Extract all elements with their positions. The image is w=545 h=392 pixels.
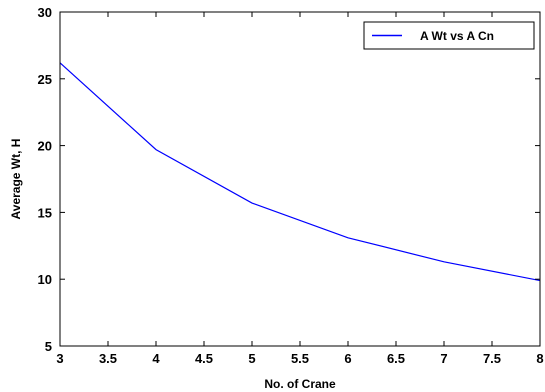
y-tick-label-0: 5: [45, 339, 52, 354]
x-tick-label-3: 4.5: [195, 351, 213, 366]
y-tick-label-3: 20: [38, 139, 52, 154]
x-tick-label-7: 6.5: [387, 351, 405, 366]
plot-frame: [59, 11, 541, 347]
x-tick-label-10: 8: [536, 351, 543, 366]
legend: A Wt vs A Cn: [363, 21, 535, 50]
x-tick-label-4: 5: [248, 351, 255, 366]
legend-entry-label: A Wt vs A Cn: [420, 29, 494, 43]
x-tick-label-6: 6: [344, 351, 351, 366]
tick-labels: 3 3.5 4 4.5 5 5.5 6 6.5 7 7.5 8 5 10 15 20 25 30: [38, 5, 544, 366]
y-tick-label-4: 25: [38, 72, 52, 87]
x-tick-label-8: 7: [440, 351, 447, 366]
x-tick-label-9: 7.5: [483, 351, 501, 366]
x-tick-label-2: 4: [152, 351, 160, 366]
x-tick-label-0: 3: [56, 351, 63, 366]
y-tick-label-2: 15: [38, 205, 52, 220]
x-tick-label-5: 5.5: [291, 351, 309, 366]
series-line-0: [59, 62, 541, 282]
y-tick-label-1: 10: [38, 272, 52, 287]
y-axis-title: Average Wt, H: [9, 139, 23, 220]
y-tick-label-5: 30: [38, 5, 52, 20]
plot-area: [59, 62, 541, 282]
x-tick-label-1: 3.5: [99, 351, 117, 366]
x-axis-title: No. of Crane: [264, 377, 336, 391]
